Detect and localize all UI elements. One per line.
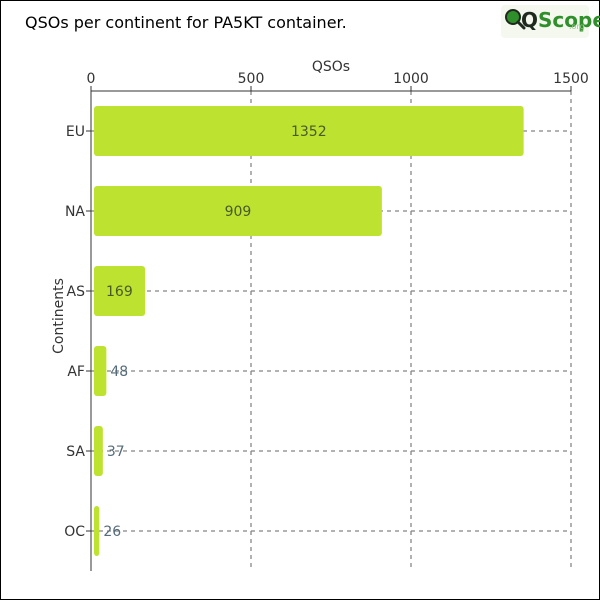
bar <box>94 346 107 396</box>
logo-wordmark: QScope <box>521 8 600 32</box>
x-tick-label: 1000 <box>393 71 429 87</box>
x-tick-label: 1500 <box>553 71 589 87</box>
y-tick-label: SA <box>66 444 85 460</box>
x-tick-label: 500 <box>238 71 265 87</box>
data-label: 37 <box>107 444 125 460</box>
x-tick-label: 0 <box>87 71 96 87</box>
logo-suffix: .org <box>569 22 585 31</box>
chart-title: QSOs per continent for PA5KT container. <box>25 13 347 32</box>
data-label: 48 <box>110 364 128 380</box>
bar <box>94 106 524 156</box>
y-tick-label: EU <box>66 124 85 140</box>
bar <box>94 266 146 316</box>
magnifier-icon <box>505 9 526 30</box>
data-label: 909 <box>225 204 252 220</box>
y-axis-title: Continents <box>51 278 67 354</box>
bar <box>94 186 382 236</box>
data-label: 1352 <box>291 124 327 140</box>
logo-scope: Scope <box>538 8 600 32</box>
bar <box>94 506 100 556</box>
y-tick-label: NA <box>65 204 85 220</box>
logo-q: Q <box>521 8 539 32</box>
data-label: 26 <box>103 524 121 540</box>
qscope-logo: QScope .org <box>501 5 600 38</box>
bar <box>94 426 103 476</box>
y-tick-label: AS <box>67 284 86 300</box>
data-label: 169 <box>106 284 133 300</box>
y-tick-label: AF <box>67 364 85 380</box>
y-tick-label: OC <box>64 524 85 540</box>
x-axis-title: QSOs <box>312 59 350 75</box>
